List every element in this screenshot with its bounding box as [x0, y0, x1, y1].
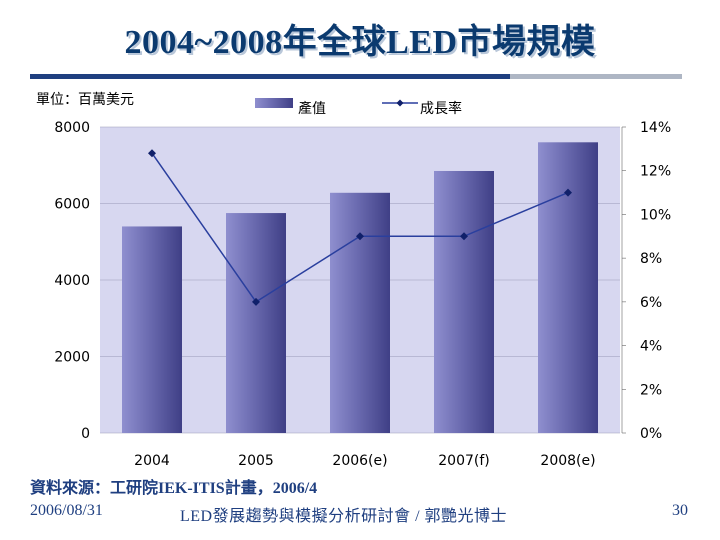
right-tick-label: 8% [640, 251, 662, 267]
bar [538, 142, 598, 434]
growth-marker [148, 149, 156, 158]
category-label: 2007(f) [438, 453, 489, 469]
growth-marker [460, 232, 468, 241]
right-tick-label: 0% [640, 426, 662, 442]
page-number: 30 [672, 502, 688, 519]
footer-title: LED發展趨勢與模擬分析研討會 / 郭艷光博士 [180, 508, 508, 525]
growth-marker [252, 297, 260, 306]
title-rule-light [510, 74, 682, 79]
right-tick-label: 12% [640, 164, 671, 180]
legend-bar-label: 產值 [298, 100, 326, 117]
bar [226, 213, 286, 433]
growth-marker [564, 188, 572, 197]
footer-date: 2006/08/31 [30, 502, 103, 519]
bar-series [122, 142, 598, 434]
right-tick-label: 2% [640, 382, 662, 398]
left-tick-label: 8000 [54, 120, 90, 136]
left-tick-label: 2000 [54, 350, 90, 366]
left-tick-label: 4000 [54, 273, 90, 289]
left-tick-label: 0 [81, 426, 90, 442]
right-tick-label: 14% [640, 120, 671, 136]
category-label: 2005 [238, 453, 274, 469]
right-tick-label: 6% [640, 295, 662, 311]
category-labels: 2004 2005 2006(e) 2007(f) 2008(e) [134, 453, 595, 469]
bar [330, 192, 390, 433]
legend-bar-swatch [255, 98, 293, 108]
title-rule-dark [30, 74, 510, 79]
growth-rate-markers [148, 149, 572, 306]
category-label: 2004 [134, 453, 170, 469]
bar [434, 170, 494, 434]
unit-label: 單位：百萬美元 [36, 92, 134, 108]
legend-line-label: 成長率 [420, 100, 462, 117]
right-tick-label: 4% [640, 339, 662, 355]
title-rule [30, 74, 682, 79]
left-axis-ticks: 0 2000 4000 6000 8000 [54, 120, 90, 442]
right-tick-label: 10% [640, 207, 671, 223]
left-tick-label: 6000 [54, 197, 90, 213]
right-axis-ticks: 0% 2% 4% 6% 8% 10% 12% 14% [621, 120, 671, 442]
category-label: 2008(e) [540, 453, 595, 469]
category-label: 2006(e) [332, 453, 387, 469]
growth-marker [356, 232, 364, 241]
slide-title: 2004~2008年全球LED市場規模 [124, 24, 596, 61]
bar [122, 226, 182, 433]
legend-line-marker [396, 99, 404, 107]
source-note: 資料來源：工研院IEK-ITIS計畫，2006/4 [30, 480, 318, 497]
